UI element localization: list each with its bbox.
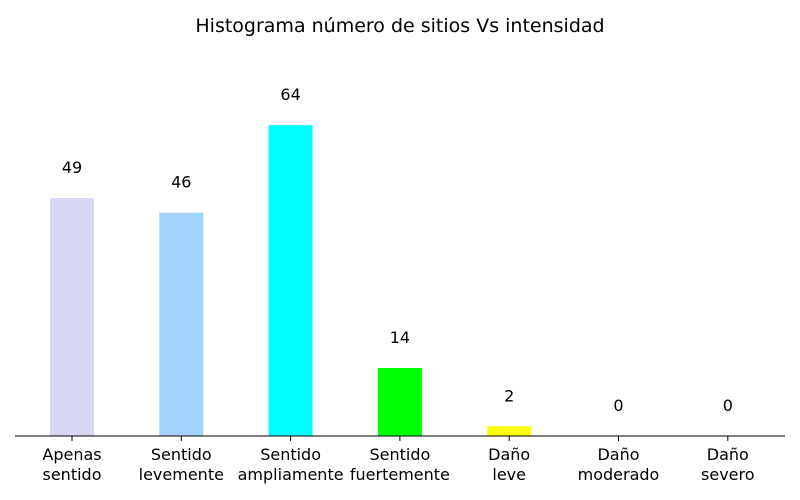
value-label-sentido-fuertemente: 14 [390, 328, 410, 347]
x-ticks-group: Apenas sentido Sentido levemente Sentido ampl… [42, 436, 755, 484]
x-tick-label-sentido-levemente: Sentido levemente [139, 445, 224, 484]
x-tick-label-sentido-ampliamente: Sentido ampliamente [238, 445, 344, 484]
value-label-sentido-levemente: 46 [171, 173, 191, 192]
value-label-dano-severo: 0 [723, 396, 733, 415]
value-label-dano-moderado: 0 [613, 396, 623, 415]
bar-sentido-fuertemente [377, 368, 422, 436]
x-tick-label-dano-moderado: Daño moderado [578, 445, 660, 484]
value-labels-group: 49 46 64 14 2 0 0 [62, 85, 733, 415]
value-label-apenas-sentido: 49 [62, 158, 82, 177]
bars-group [50, 125, 532, 437]
x-tick-label-sentido-fuertemente: Sentido fuertemente [350, 445, 450, 484]
chart-title: Histograma número de sitios Vs intensida… [195, 15, 604, 37]
x-tick-label-dano-severo: Daño severo [701, 445, 755, 484]
value-label-sentido-ampliamente: 64 [280, 85, 300, 104]
value-label-dano-leve: 2 [504, 386, 514, 405]
x-tick-label-apenas-sentido: Apenas sentido [42, 445, 101, 484]
bar-sentido-ampliamente [268, 125, 313, 437]
bar-apenas-sentido [50, 198, 94, 436]
bar-sentido-levemente [159, 212, 204, 436]
x-tick-label-dano-leve: Daño leve [488, 445, 530, 484]
bar-dano-leve [487, 426, 532, 436]
